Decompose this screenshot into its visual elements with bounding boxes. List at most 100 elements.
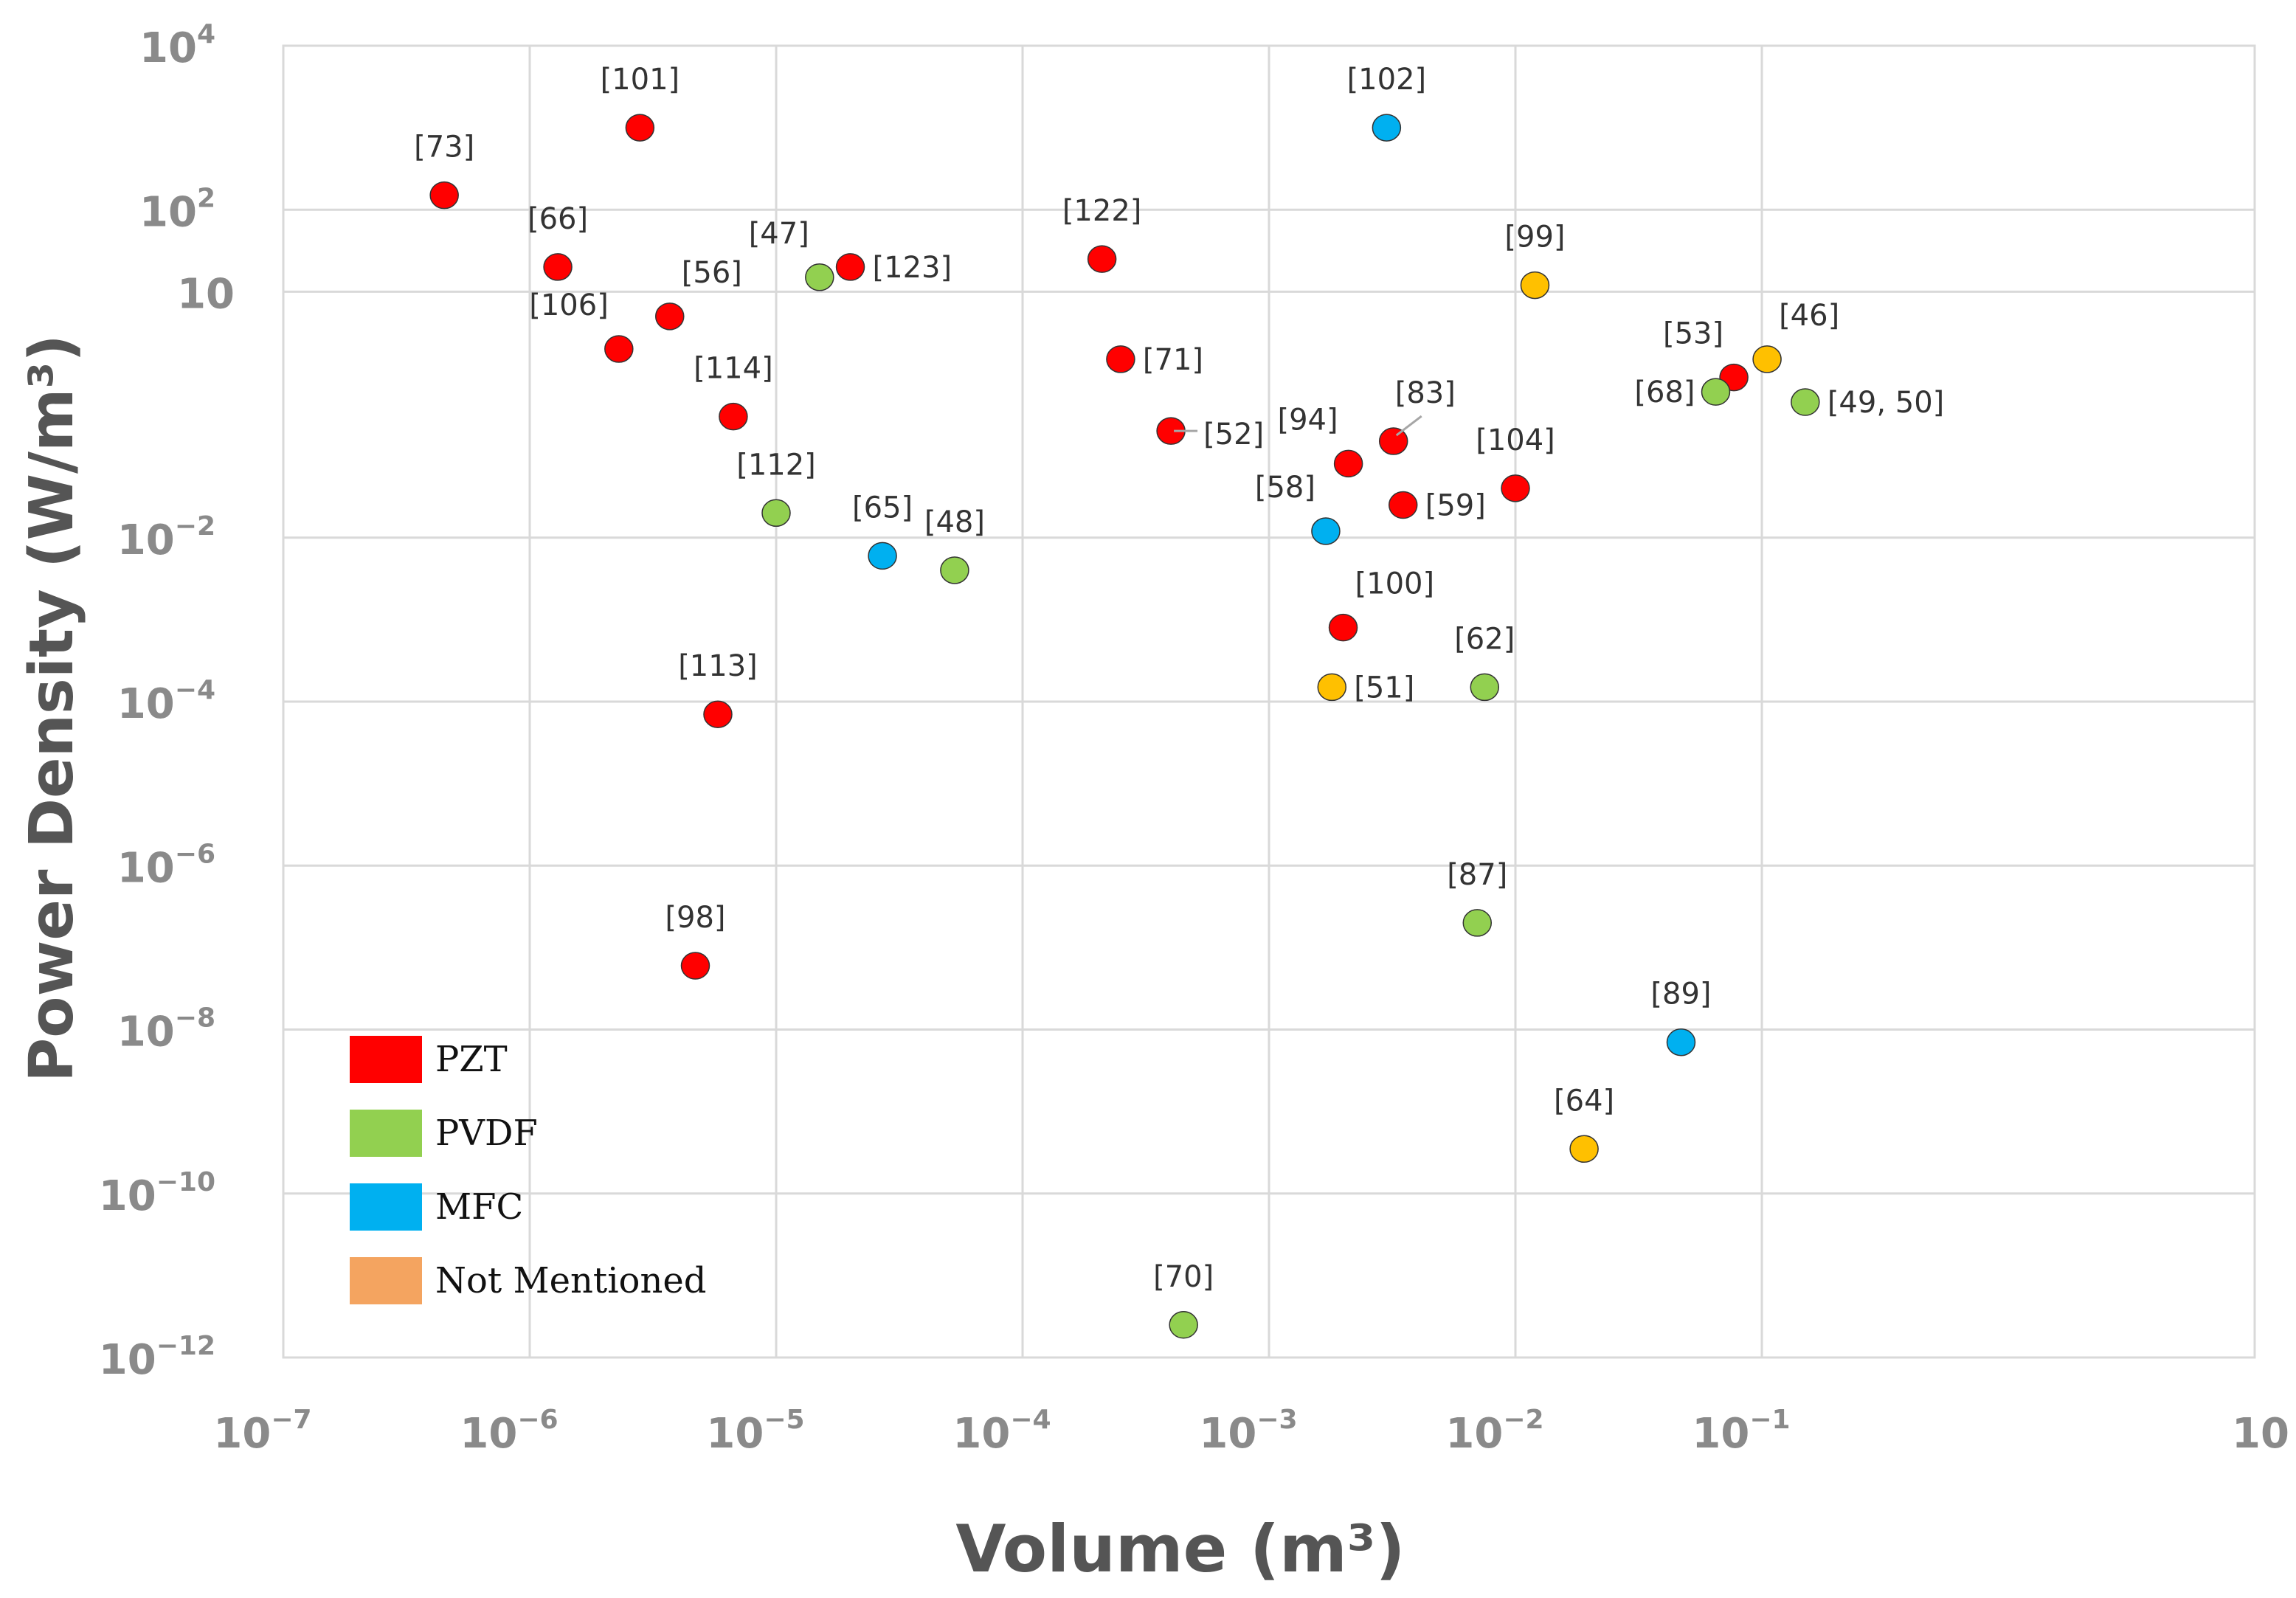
tick-base: 10: [117, 516, 175, 564]
point-label: [89]: [1650, 978, 1711, 1011]
point-label: [52]: [1203, 418, 1264, 452]
point-label: [73]: [414, 131, 474, 165]
data-point: [429, 181, 459, 210]
point-label: [122]: [1062, 194, 1142, 228]
tick-base: 10: [1692, 1410, 1749, 1458]
point-label: [94]: [1278, 403, 1338, 437]
data-point: [703, 700, 733, 728]
point-label: [66]: [528, 202, 588, 236]
data-point: [761, 499, 791, 528]
data-point: [680, 952, 710, 980]
legend-swatch: [350, 1257, 422, 1304]
tick-exponent: −6: [517, 1405, 558, 1435]
data-point: [543, 253, 573, 281]
tick-base: 10: [952, 1410, 1010, 1458]
leader-line: [1395, 415, 1422, 437]
legend-swatch: [350, 1183, 422, 1231]
plot-area-border: [282, 44, 2256, 1359]
tick-exponent: −6: [175, 839, 215, 869]
data-point: [655, 302, 685, 331]
tick-base: 10: [99, 1172, 156, 1220]
y-tick-label: 10−6: [117, 839, 215, 892]
data-point: [1501, 474, 1530, 502]
x-tick-label: 10−4: [952, 1405, 1051, 1458]
legend: PZT PVDF MFC Not Mentioned: [350, 1036, 707, 1304]
tick-exponent: −12: [156, 1331, 215, 1361]
tick-exponent: −3: [1256, 1405, 1297, 1435]
point-label: [114]: [694, 352, 773, 386]
x-axis-ticks: 10−7 10−6 10−5 10−4 10−3 10−2 10−1 10: [213, 1405, 2289, 1458]
data-point: [1752, 345, 1782, 373]
tick-exponent: −7: [271, 1405, 311, 1435]
point-label: [87]: [1447, 858, 1507, 892]
data-point: [835, 253, 865, 281]
y-tick-label: 10−10: [99, 1167, 215, 1220]
data-point: [1378, 427, 1408, 455]
data-point: [1087, 245, 1117, 273]
point-label: [104]: [1476, 423, 1555, 457]
tick-exponent: −1: [1749, 1405, 1790, 1435]
data-point: [1317, 673, 1347, 702]
point-label: [99]: [1504, 221, 1565, 255]
point-label: [102]: [1347, 63, 1427, 97]
legend-label: Not Mentioned: [435, 1260, 707, 1301]
tick-base: 10: [117, 680, 175, 728]
point-label: [59]: [1425, 489, 1486, 523]
point-label: [65]: [852, 491, 913, 525]
x-tick-label: 10−7: [213, 1405, 311, 1458]
data-point: [805, 263, 834, 291]
data-point: [625, 114, 655, 142]
x-tick-label: 10−6: [460, 1405, 558, 1458]
tick-exponent: −2: [175, 511, 215, 542]
y-tick-label: 10: [177, 270, 235, 318]
x-tick-label: 10−3: [1199, 1405, 1297, 1458]
tick-base: 10: [177, 270, 235, 318]
tick-exponent: −2: [1503, 1405, 1543, 1435]
x-tick-label: 10−1: [1692, 1405, 1790, 1458]
tick-exponent: −10: [156, 1167, 215, 1197]
data-point: [604, 335, 634, 363]
data-point: [1169, 1311, 1198, 1339]
point-label: [68]: [1634, 376, 1695, 409]
data-point: [1328, 613, 1358, 642]
point-label: [123]: [873, 251, 952, 285]
y-tick-label: 10−2: [117, 511, 215, 564]
data-point: [1569, 1135, 1599, 1163]
point-label: [48]: [924, 505, 985, 539]
data-point: [1333, 449, 1363, 478]
point-label: [64]: [1554, 1084, 1614, 1118]
tick-base: 10: [1199, 1410, 1256, 1458]
data-point: [1470, 673, 1500, 702]
y-tick-label: 10−8: [117, 1003, 215, 1056]
point-label: [49, 50]: [1828, 386, 1944, 420]
data-point: [1372, 114, 1402, 142]
tick-exponent: −4: [175, 675, 215, 705]
point-label: [100]: [1355, 567, 1435, 601]
tick-base: 10: [2232, 1410, 2289, 1458]
point-label: [101]: [601, 63, 680, 97]
legend-label: PZT: [435, 1039, 508, 1080]
y-tick-label: 10−12: [99, 1331, 215, 1384]
y-tick-label: 10−4: [117, 675, 215, 728]
point-label: [62]: [1454, 622, 1515, 656]
point-label: [112]: [736, 448, 816, 482]
tick-exponent: 2: [197, 183, 215, 213]
point-labels: [73] [101] [66] [56] [106] [114] [47] [123] [112…: [414, 63, 1944, 1294]
x-tick-label: 10−2: [1445, 1405, 1543, 1458]
point-label: [46]: [1779, 299, 1839, 333]
x-axis-title: Volume (m³): [955, 1511, 1405, 1587]
data-point: [1388, 491, 1418, 519]
point-label: [106]: [529, 288, 609, 322]
tick-exponent: −8: [175, 1003, 215, 1034]
point-label: [70]: [1153, 1260, 1214, 1294]
point-label: [71]: [1143, 343, 1203, 377]
data-point: [1666, 1028, 1696, 1056]
y-tick-label: 104: [139, 19, 215, 72]
data-point: [1791, 388, 1820, 416]
tick-base: 10: [1445, 1410, 1503, 1458]
data-point: [1701, 378, 1731, 406]
x-tick-label: 10: [2232, 1410, 2289, 1458]
data-point: [1106, 345, 1135, 373]
